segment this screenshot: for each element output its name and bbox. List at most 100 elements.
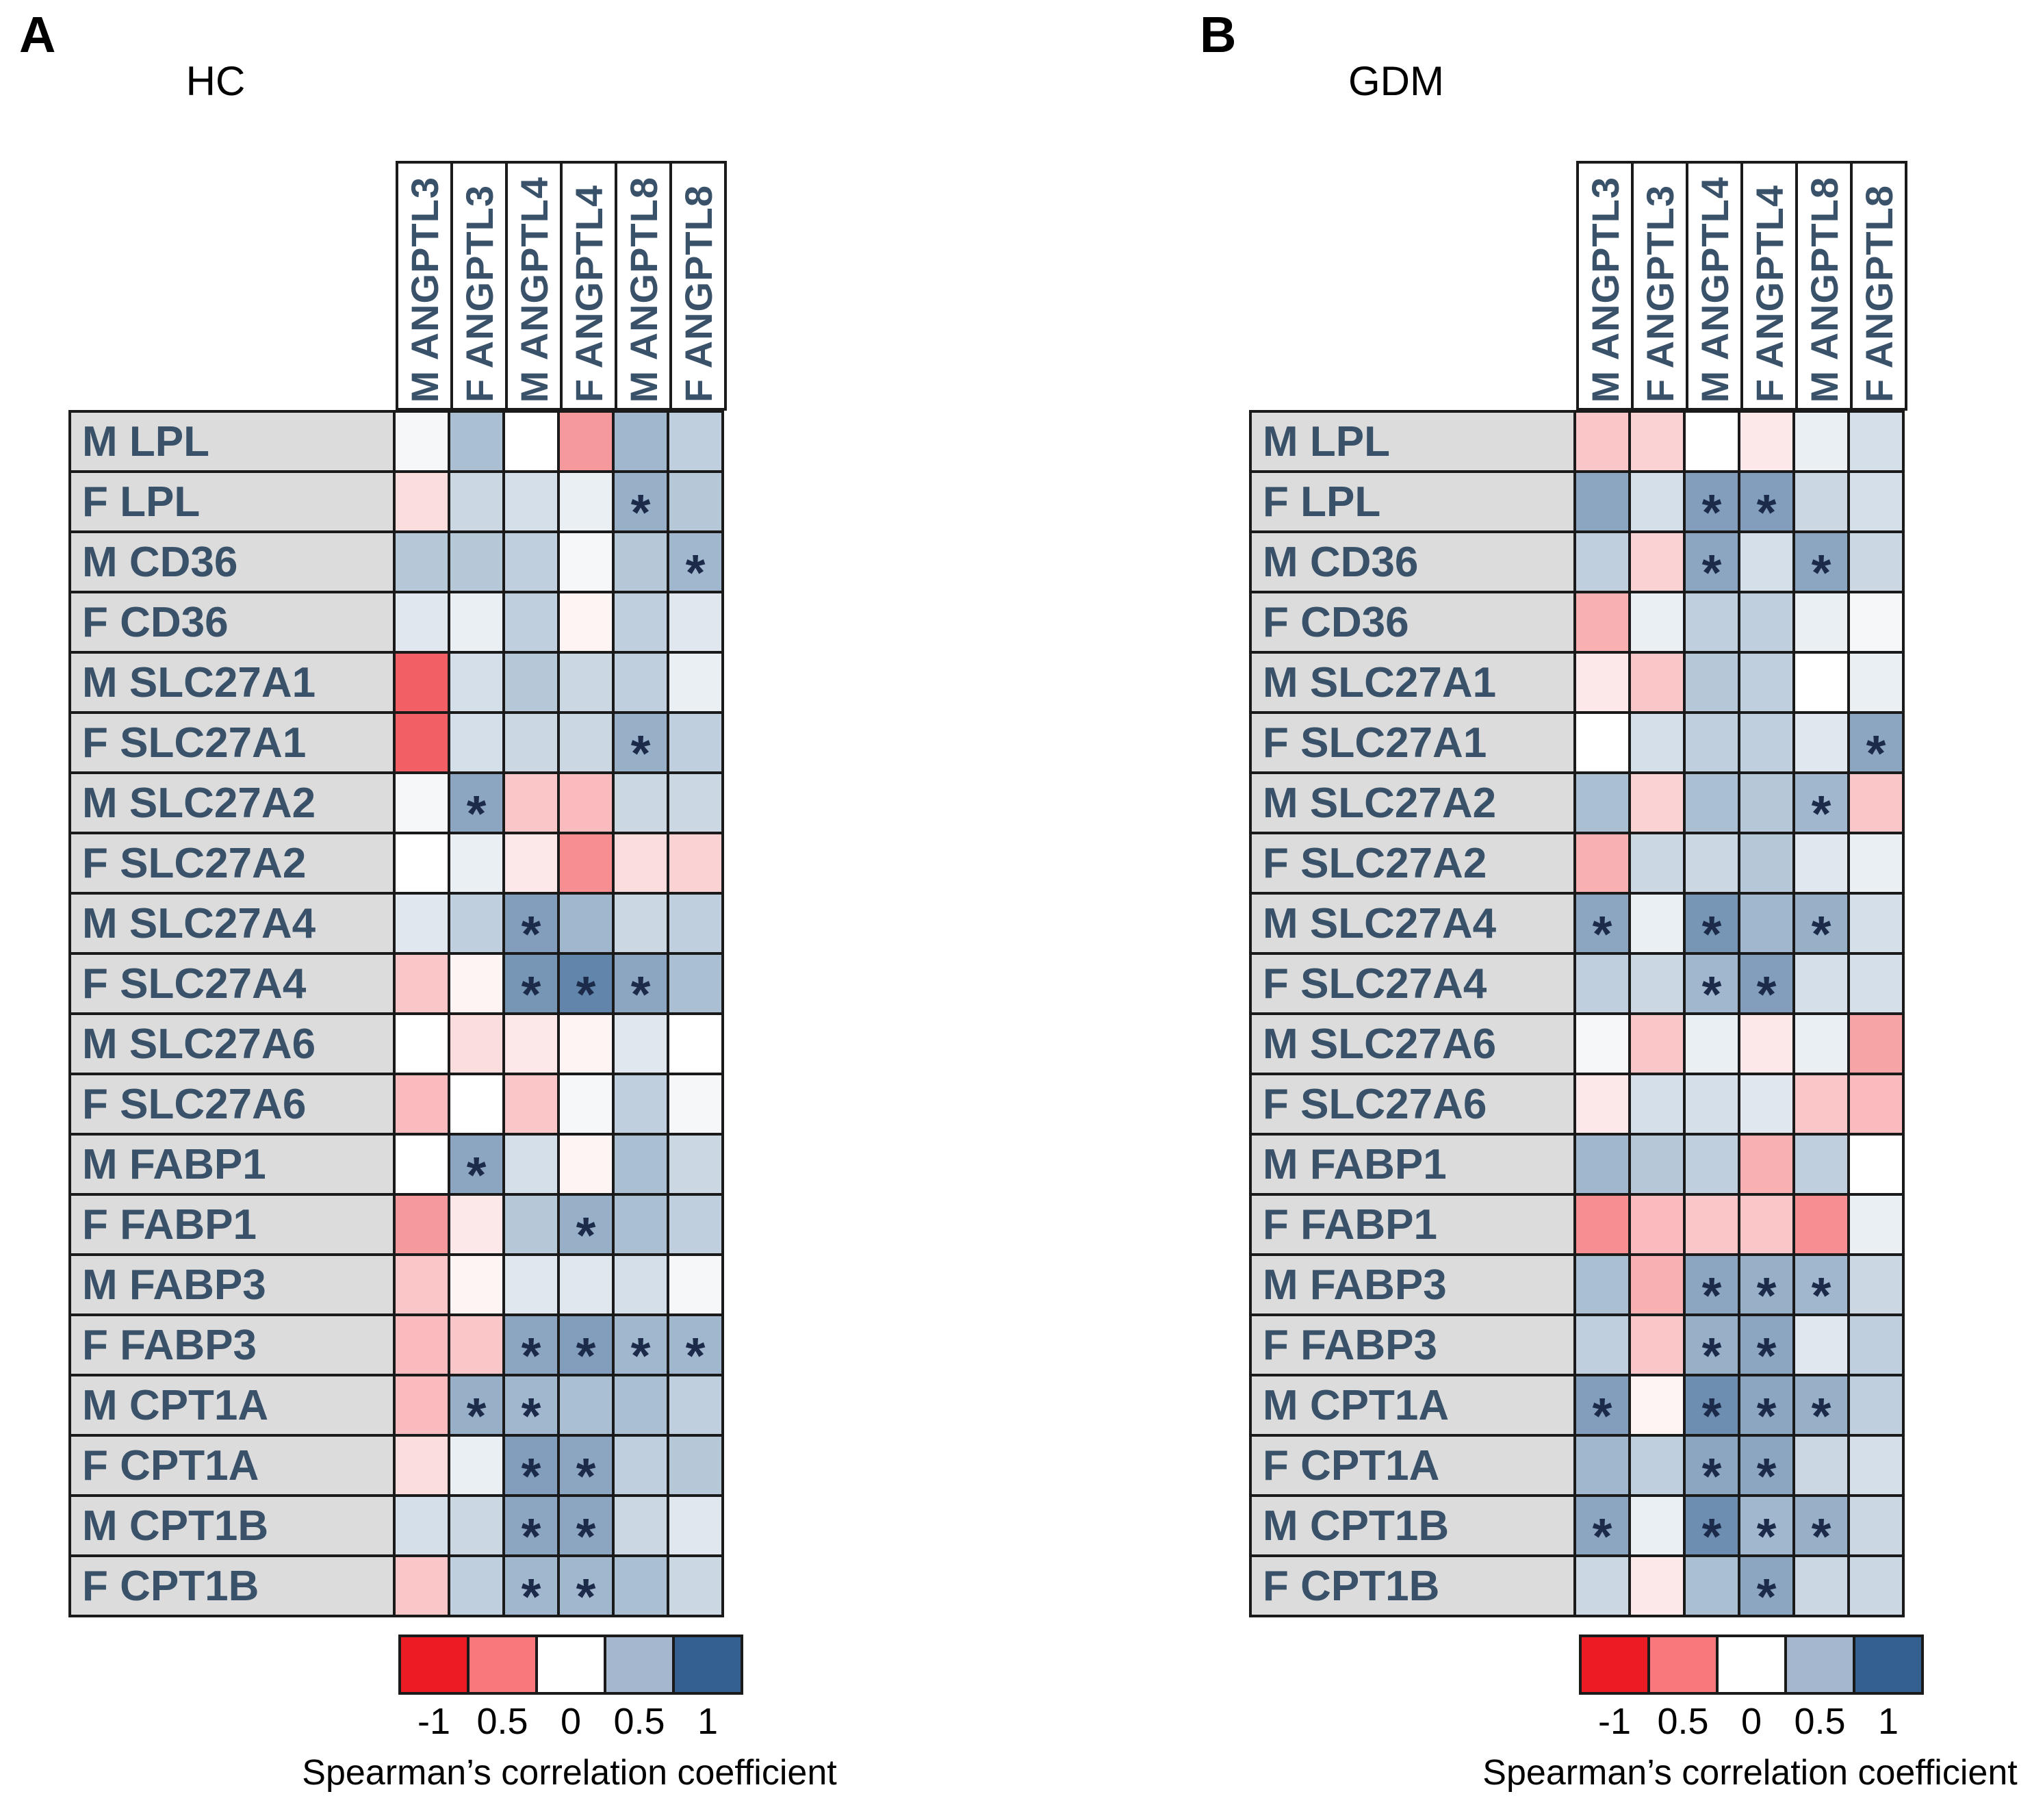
colorbar-tick-label: -1 [417,1701,450,1742]
row-label: F SLC27A2 [1252,834,1573,892]
heatmap-cell [1631,1015,1683,1073]
heatmap-cell [1795,1015,1847,1073]
heatmap-cell [615,593,667,651]
heatmap-cell [505,1015,557,1073]
heatmap-cell [1631,834,1683,892]
row-label: M SLC27A6 [71,1015,393,1073]
row-label: M LPL [71,413,393,470]
colorbar-swatch [675,1637,741,1692]
heatmap-cell [1686,413,1738,470]
heatmap-cell [1850,1075,1902,1133]
heatmap-cell: * [1795,895,1847,960]
heatmap-cell [669,1196,721,1253]
column-header: F ANGPTL3 [453,164,505,408]
heatmap-cell [396,593,448,651]
heatmap-cell [615,1075,667,1133]
heatmap-cell [1576,654,1628,711]
heatmap-cell [560,834,612,892]
heatmap-cell [669,774,721,832]
colorbar-ticks: -1 0.5 0 0.5 1 [401,1700,741,1743]
heatmap-cell [396,1075,448,1133]
significance-asterisk: * [630,725,651,782]
heatmap-cell [1740,413,1792,470]
heatmap-cell [1850,1015,1902,1073]
significance-asterisk: * [1756,966,1777,1023]
heatmap-cell [560,533,612,591]
heatmap-cell [1795,1557,1847,1615]
row-label: M CPT1A [1252,1376,1573,1434]
column-header-label: F ANGPTL8 [1857,184,1901,402]
heatmap-cell: * [1576,895,1628,960]
heatmap-cell [1850,955,1902,1012]
heatmap-cell [505,714,557,771]
column-header-label: M ANGPTL4 [1693,176,1736,402]
significance-asterisk: * [1866,725,1886,782]
row-label: M SLC27A4 [71,895,393,952]
row-label: F SLC27A6 [71,1075,393,1133]
heatmap-cell [1850,654,1902,711]
heatmap-cell [1740,533,1792,591]
heatmap-cell [505,413,557,470]
significance-asterisk: * [521,1327,541,1384]
row-label: M FABP1 [1252,1136,1573,1193]
heatmap-cell [669,834,721,892]
heatmap-cell [1795,413,1847,470]
significance-asterisk: * [1811,1387,1831,1444]
heatmap-cell [1850,1557,1902,1615]
heatmap-cell: * [1740,1376,1792,1441]
heatmap-cell [1686,593,1738,651]
row-label: F SLC27A4 [1252,955,1573,1012]
heatmap-cell [1740,1196,1792,1253]
heatmap-cell: * [560,1196,612,1261]
heatmap-cell [615,1256,667,1313]
column-header-label: F ANGPTL8 [676,184,720,402]
significance-asterisk: * [1592,906,1612,962]
heatmap-cell [1740,714,1792,771]
heatmap-cell [1631,1196,1683,1253]
heatmap-cell [1686,1015,1738,1073]
heatmap-cell [505,1196,557,1253]
heatmap-cell [450,473,502,530]
heatmap-cell: * [615,473,667,538]
heatmap-cell [1631,955,1683,1012]
heatmap-cell: * [1686,473,1738,538]
heatmap-cell [1795,654,1847,711]
significance-asterisk: * [1592,1387,1612,1444]
heatmap-cell: * [1686,533,1738,598]
heatmap-cell: * [450,1136,502,1201]
heatmap-cell [505,1075,557,1133]
heatmap-cell [560,1075,612,1133]
heatmap-cell: * [1740,1497,1792,1562]
heatmap-cell [1631,1497,1683,1554]
heatmap-cell: * [615,1316,667,1381]
heatmap-cell [669,1557,721,1615]
heatmap-cell [1850,1437,1902,1494]
heatmap-cell [560,1256,612,1313]
heatmap-cell [669,593,721,651]
heatmap-cell [560,1015,612,1073]
column-header-label: M ANGPTL3 [1583,176,1627,402]
heatmap-cell: * [1740,1557,1792,1622]
significance-asterisk: * [576,966,596,1023]
heatmap-cell [669,473,721,530]
column-header: F ANGPTL4 [563,164,615,408]
column-header-label: M ANGPTL3 [402,176,446,402]
heatmap-cell [1576,1075,1628,1133]
column-header-label: F ANGPTL4 [567,184,610,402]
column-header-label: M ANGPTL4 [512,176,556,402]
heatmap-cell: * [1740,1256,1792,1321]
heatmap-cell [1631,1437,1683,1494]
heatmap-cell [560,654,612,711]
significance-asterisk: * [521,1387,541,1444]
heatmap-cell [450,1437,502,1494]
heatmap-cell [669,1015,721,1073]
column-header-label: M ANGPTL8 [621,176,665,402]
heatmap-cell [615,1136,667,1193]
heatmap-cell [560,1136,612,1193]
heatmap-cell [396,1437,448,1494]
column-header: M ANGPTL8 [1798,164,1850,408]
heatmap-cell [669,654,721,711]
heatmap-cell [450,955,502,1012]
heatmap-cell: * [560,955,612,1020]
